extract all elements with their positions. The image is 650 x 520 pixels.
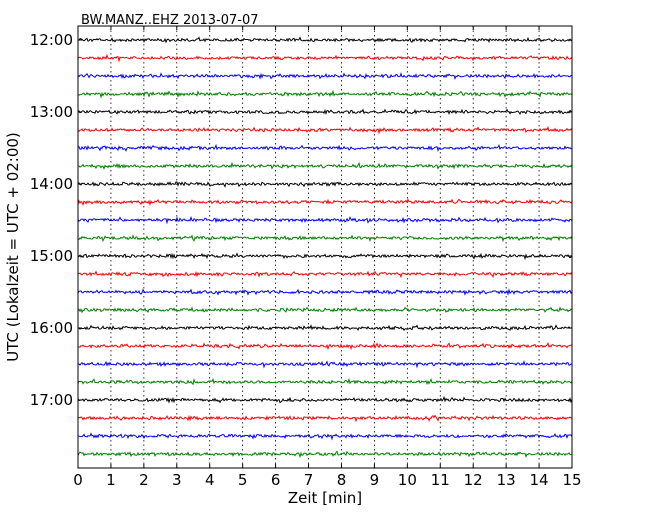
trace-line: [77, 450, 573, 459]
trace-line: [77, 395, 573, 404]
trace-line: [77, 108, 573, 116]
trace-line: [77, 143, 573, 153]
trace-line: [77, 341, 573, 351]
seismic-traces: [77, 36, 573, 459]
plot-frame: [77, 25, 573, 469]
x-tick-label: 0: [73, 471, 83, 489]
trace-line: [77, 215, 573, 225]
x-axis-ticks: 0 1 2 3 4 5 6 7 8 9 10 11 12 13 14 15: [73, 26, 582, 489]
x-tick-label: 7: [304, 471, 314, 489]
trace-line: [77, 377, 573, 386]
grid-lines: [110, 26, 540, 468]
trace-line: [77, 125, 573, 135]
x-tick-label: 3: [172, 471, 182, 489]
y-tick-label: 12:00: [30, 31, 73, 49]
chart-title: BW.MANZ..EHZ 2013-07-07: [81, 13, 259, 28]
x-axis-label: Zeit [min]: [288, 489, 362, 507]
x-tick-label: 15: [562, 471, 581, 489]
trace-line: [77, 181, 573, 188]
x-tick-label: 14: [530, 471, 549, 489]
y-axis-label: UTC (Lokalzeit = UTC + 02:00): [4, 132, 22, 362]
y-tick-label: 13:00: [30, 103, 73, 121]
trace-line: [77, 432, 573, 441]
x-tick-label: 2: [139, 471, 149, 489]
x-tick-label: 9: [370, 471, 380, 489]
trace-line: [77, 270, 573, 279]
y-tick-label: 17:00: [30, 391, 73, 409]
x-tick-label: 8: [337, 471, 347, 489]
trace-line: [77, 36, 573, 44]
trace-line: [77, 234, 573, 243]
y-axis-ticks: 12:00 13:00 14:00 15:00 16:00 17:00: [30, 31, 572, 409]
trace-line: [77, 53, 573, 63]
y-tick-label: 15:00: [30, 247, 73, 265]
trace-line: [77, 324, 573, 332]
x-tick-label: 11: [431, 471, 450, 489]
trace-line: [77, 89, 573, 99]
trace-line: [77, 252, 573, 261]
trace-line: [77, 288, 573, 296]
y-tick-label: 16:00: [30, 319, 73, 337]
x-tick-label: 12: [464, 471, 483, 489]
trace-line: [77, 360, 573, 369]
x-tick-label: 10: [398, 471, 417, 489]
trace-line: [77, 414, 573, 423]
trace-line: [77, 161, 573, 170]
x-tick-label: 5: [238, 471, 248, 489]
x-tick-label: 6: [271, 471, 281, 489]
x-tick-label: 1: [106, 471, 116, 489]
trace-line: [77, 198, 573, 207]
trace-line: [77, 306, 573, 314]
x-tick-label: 13: [497, 471, 516, 489]
trace-line: [77, 72, 573, 81]
x-tick-label: 4: [205, 471, 215, 489]
y-tick-label: 14:00: [30, 175, 73, 193]
